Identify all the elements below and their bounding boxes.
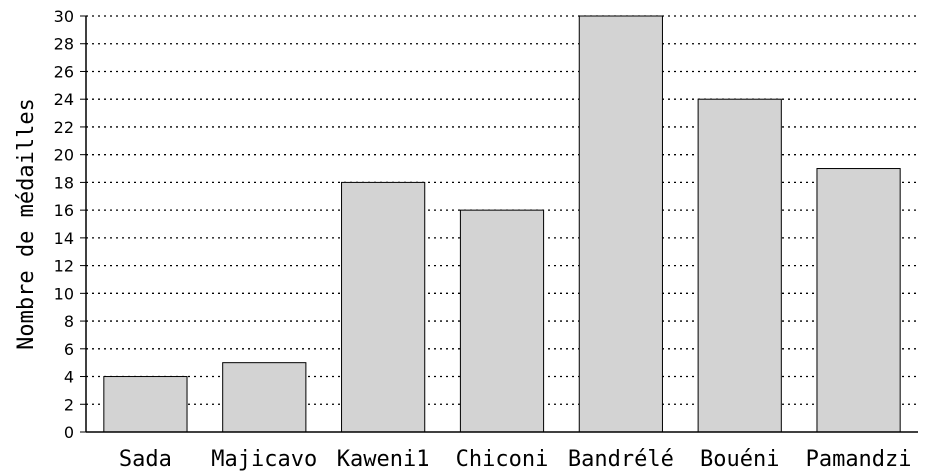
x-tick-label-kaweni1: Kaweni1 (337, 447, 430, 472)
bar-bandrélé (578, 15, 663, 433)
bar-chiconi (459, 209, 545, 433)
bar-sada (103, 376, 188, 433)
x-tick-label-bandrélé: Bandrélé (568, 447, 674, 472)
y-tick-label-14: 14 (54, 229, 74, 248)
x-tick-label-bouéni: Bouéni (700, 447, 779, 472)
y-tick-label-22: 22 (54, 118, 74, 137)
y-tick-label-10: 10 (54, 284, 74, 303)
y-tick-label-4: 4 (64, 368, 74, 387)
y-tick-label-6: 6 (64, 340, 74, 359)
y-tick-label-28: 28 (54, 35, 74, 54)
y-tick-label-26: 26 (54, 62, 74, 81)
x-tick-labels: Sada Majicavo Kaweni1 Chiconi Bandrélé Bouéni… (119, 447, 912, 472)
bar-pamandzi (816, 168, 901, 433)
x-tick-label-sada: Sada (119, 447, 172, 472)
y-tick-label-30: 30 (54, 7, 74, 26)
y-tick-label-24: 24 (54, 90, 74, 109)
bar-bouéni (697, 98, 782, 433)
y-axis-title: Nombre de médailles (14, 98, 39, 350)
y-tick-label-18: 18 (54, 173, 74, 192)
y-tick-label-20: 20 (54, 146, 74, 165)
bars (103, 15, 901, 433)
x-tick-label-majicavo: Majicavo (211, 447, 317, 472)
y-tick-label-16: 16 (54, 201, 74, 220)
y-tick-label-12: 12 (54, 257, 74, 276)
bar-majicavo (222, 362, 307, 433)
x-tick-label-chiconi: Chiconi (456, 447, 549, 472)
axes (80, 15, 918, 433)
y-tick-label-2: 2 (64, 395, 74, 414)
x-tick-label-pamandzi: Pamandzi (806, 447, 912, 472)
y-tick-label-8: 8 (64, 312, 74, 331)
bar-kaweni1 (341, 181, 426, 433)
y-tick-label-0: 0 (64, 423, 74, 442)
